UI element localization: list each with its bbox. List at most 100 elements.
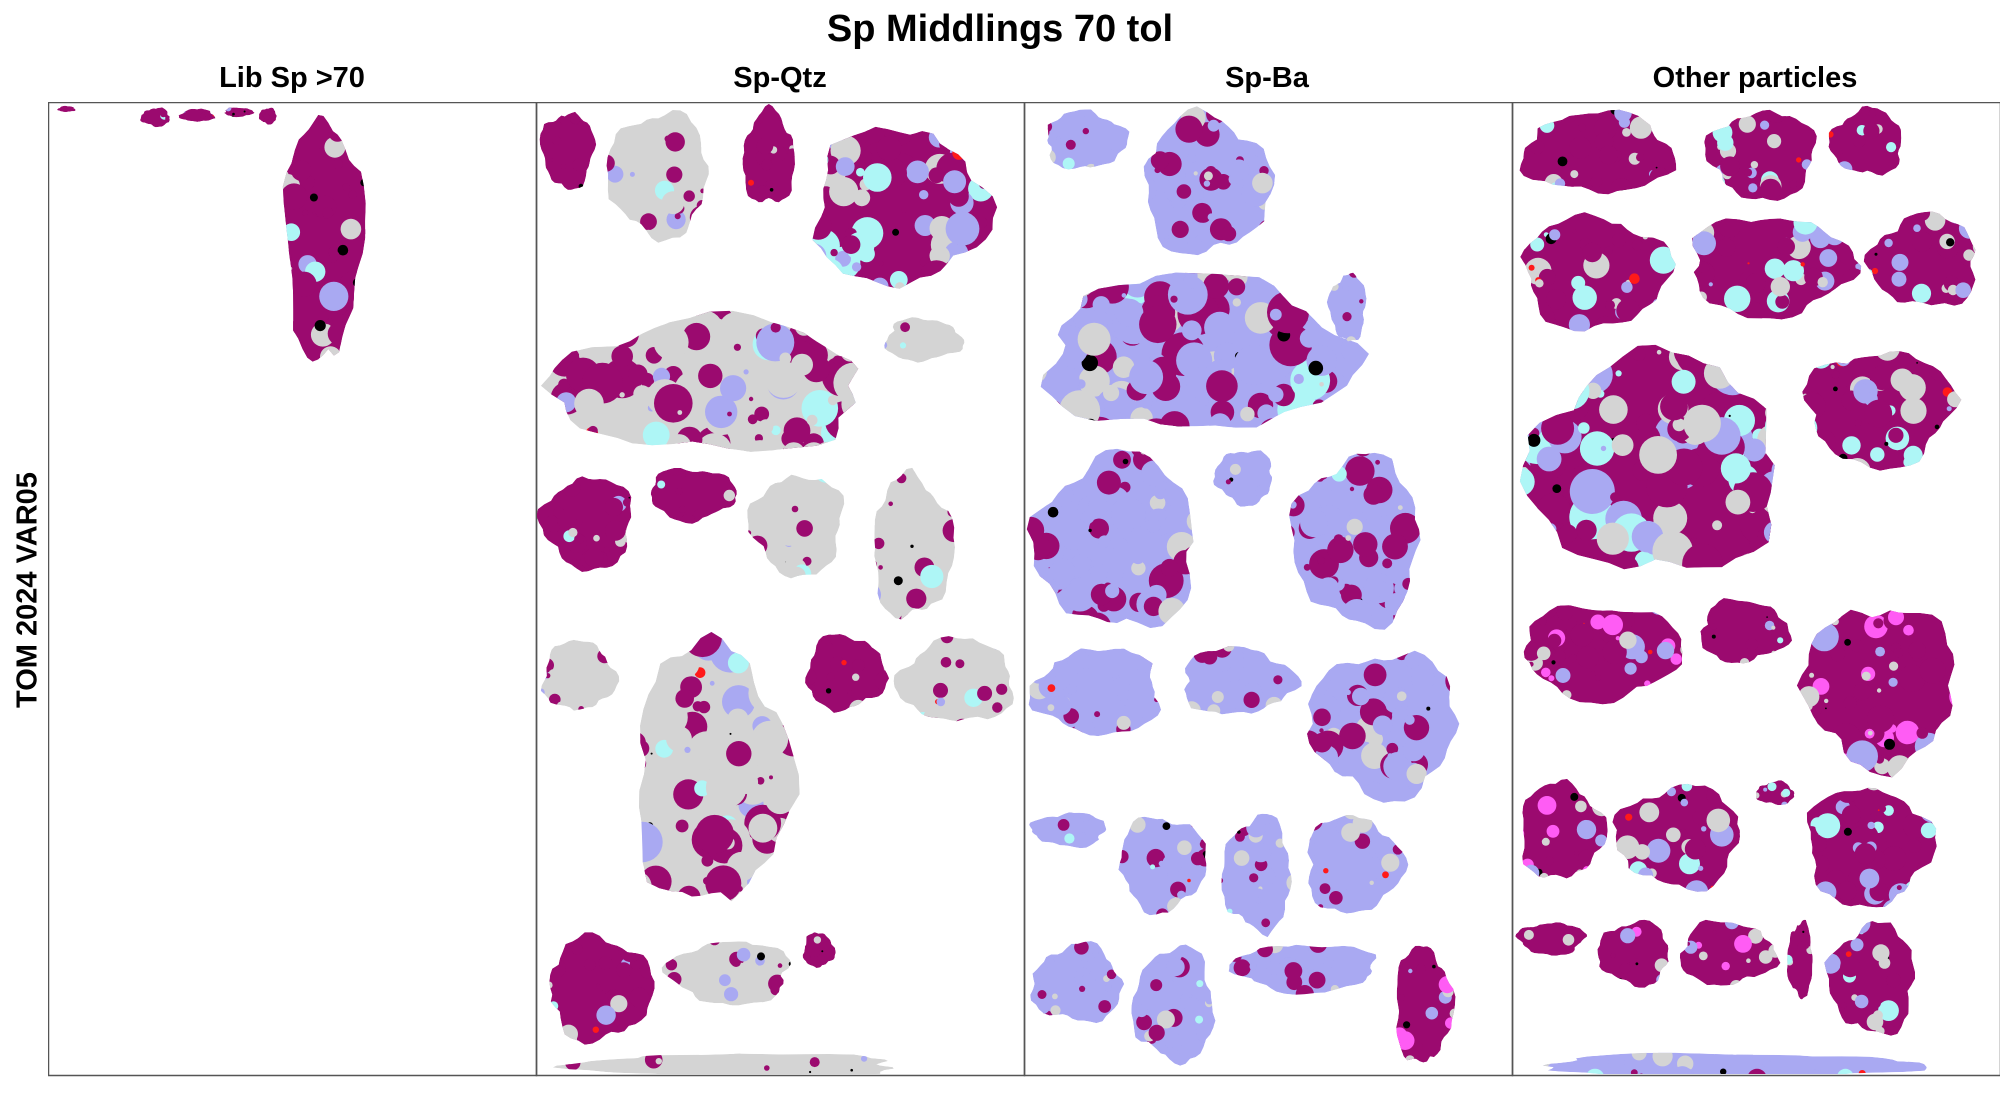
mineral-spot [596,983,601,989]
mineral-spot [747,530,752,536]
mineral-spot [1932,609,1955,621]
mineral-spot [1888,213,1896,221]
mineral-spot [1610,178,1633,195]
particle [224,107,255,118]
mineral-spot [1684,940,1698,954]
mineral-spot [1286,928,1292,938]
mineral-spot [1263,495,1272,504]
mineral-spot [829,177,859,207]
mineral-spot [302,209,309,216]
mineral-spot [71,105,76,110]
mineral-spot [1712,930,1717,935]
mineral-spot [1903,624,1914,636]
mineral-spot [1255,484,1269,499]
mineral-spot [1177,840,1192,855]
mineral-spot [897,1060,909,1072]
mineral-spot [1213,501,1220,507]
mineral-spot [619,940,642,963]
mineral-spot [1854,843,1877,865]
mineral-spot [1319,452,1338,457]
mineral-spot [727,411,732,417]
mineral-spot [617,816,638,837]
mineral-spot [1519,411,1532,433]
particle [1515,922,1588,956]
mineral-spot [751,720,789,758]
mineral-spot [1808,410,1814,416]
mineral-spot [1069,812,1075,818]
mineral-spot [810,698,821,710]
mineral-spot [1802,930,1805,934]
mineral-spot [1679,945,1681,958]
mineral-spot [666,210,686,230]
mineral-spot [1684,838,1706,860]
mineral-spot [1641,783,1666,796]
mineral-spot [1162,854,1182,874]
mineral-spot [1834,609,1862,620]
mineral-spot [1425,1006,1439,1020]
mineral-spot [920,564,944,589]
mineral-spot [1762,1058,1771,1067]
mineral-spot [861,1055,868,1062]
mineral-spot [1594,856,1602,864]
mineral-spot [874,523,886,538]
mineral-spot [1268,386,1284,403]
mineral-spot [320,346,342,362]
mineral-spot [604,497,623,517]
mineral-spot [1040,402,1070,428]
mineral-spot [1206,370,1238,402]
mineral-spot [1872,944,1890,962]
particle [549,932,655,1045]
mineral-spot [1047,149,1056,166]
mineral-spot [1307,824,1312,846]
mineral-spot [930,347,941,358]
mineral-spot [628,364,648,384]
mineral-spot [1523,641,1541,661]
mineral-spot [1736,853,1740,872]
mineral-spot [1045,941,1062,958]
mineral-spot [1777,637,1784,644]
mineral-spot [1854,383,1871,400]
mineral-spot [619,392,625,398]
mineral-spot [692,115,709,133]
mineral-spot [1042,296,1076,330]
mineral-spot [1439,665,1444,670]
mineral-spot [830,135,861,166]
mineral-spot [665,132,685,152]
mineral-spot [1541,837,1550,846]
mineral-spot [1150,979,1163,992]
mineral-spot [1661,919,1669,925]
mineral-spot [1912,787,1933,797]
mineral-spot [1085,464,1099,477]
mineral-spot [1195,1015,1204,1024]
mineral-spot [601,989,607,995]
mineral-spot [605,520,626,541]
mineral-spot [893,576,903,586]
mineral-spot [1884,441,1889,446]
mineral-spot [769,188,774,192]
mineral-spot [924,697,930,703]
mineral-spot [1873,999,1881,1008]
mineral-spot [1893,647,1904,658]
mineral-spot [1204,311,1236,344]
mineral-spot [1392,706,1409,724]
mineral-spot [549,1001,559,1011]
mineral-spot [1582,242,1603,263]
mineral-spot [1717,238,1736,257]
mineral-spot [1672,1066,1693,1074]
mineral-spot [1520,247,1526,254]
mineral-spot [1215,174,1232,190]
mineral-spot [1098,1000,1112,1013]
mineral-spot [765,479,784,498]
mineral-spot [1807,111,1816,120]
mineral-spot [1207,704,1221,715]
mineral-spot [204,110,211,118]
mineral-spot [1519,467,1535,497]
mineral-spot [1122,458,1129,465]
mineral-spot [1841,805,1861,825]
mineral-spot [611,345,633,368]
particle [812,126,998,289]
particle [1030,941,1125,1024]
mineral-spot [1393,452,1421,474]
mineral-spot [1369,851,1376,858]
mineral-spot [645,956,649,959]
